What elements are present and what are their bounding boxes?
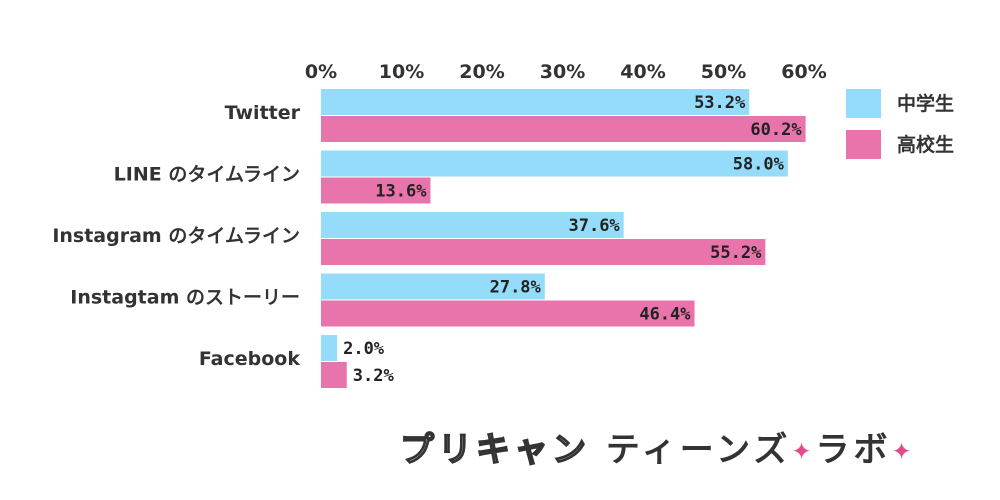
data-label: 2.0% (343, 339, 385, 359)
bar-chart: 0% 10% 20% 30% 40% 50% 60% Twitter LINE のタイムライン… (52, 61, 954, 388)
star-icon: ✦ (791, 437, 816, 466)
bars: 53.2%60.2% 58.0% 13.6% 37.6% 55.2% 27.8% 46.4%… (321, 89, 806, 388)
bar (321, 362, 347, 388)
x-tick-label: 50% (701, 61, 746, 83)
bar (321, 335, 338, 361)
x-tick-label: 40% (620, 61, 665, 83)
bar (321, 273, 545, 300)
bar (321, 212, 624, 238)
category-labels: Twitter LINE のタイムライン Instagram のタイムライン Inst… (52, 102, 300, 370)
logo-part-1: プリキャン (399, 429, 590, 471)
data-label: 46.4% (639, 305, 691, 325)
x-tick-label: 0% (305, 61, 337, 83)
bar (321, 89, 750, 115)
legend-swatch (846, 130, 881, 159)
legend-label: 中学生 (897, 92, 954, 115)
data-label: 58.0% (733, 155, 785, 175)
data-label: 37.6% (568, 216, 620, 236)
legend-label: 高校生 (897, 133, 954, 156)
bar (321, 239, 766, 265)
bar (321, 300, 695, 327)
star-icon: ✦ (891, 437, 916, 466)
bar (321, 177, 431, 204)
logo-part-3: ラボ (815, 430, 892, 470)
data-label: 60.2% (750, 120, 802, 140)
x-axis-ticks: 0% 10% 20% 30% 40% 50% 60% (305, 61, 827, 83)
category-label: LINE のタイムライン (114, 164, 300, 186)
brand-logo: プリキャン ティーンズ✦ラボ✦ (399, 428, 940, 472)
bar (321, 116, 806, 142)
category-label: Facebook (199, 348, 301, 370)
data-label: 3.2% (353, 366, 395, 386)
data-label: 27.8% (490, 278, 542, 298)
data-label: 13.6% (375, 182, 427, 202)
x-tick-label: 20% (459, 61, 504, 83)
legend-swatch (846, 89, 881, 118)
data-label: 55.2% (710, 243, 762, 263)
x-tick-label: 30% (540, 61, 585, 83)
category-label: Instagtam のストーリー (70, 287, 300, 309)
data-label: 53.2% (694, 93, 746, 113)
category-label: Instagram のタイムライン (52, 225, 300, 247)
category-label: Twitter (225, 102, 301, 124)
x-tick-label: 10% (379, 61, 424, 83)
x-tick-label: 60% (781, 61, 826, 83)
logo-part-2: ティーンズ (605, 430, 792, 470)
bar (321, 150, 788, 177)
